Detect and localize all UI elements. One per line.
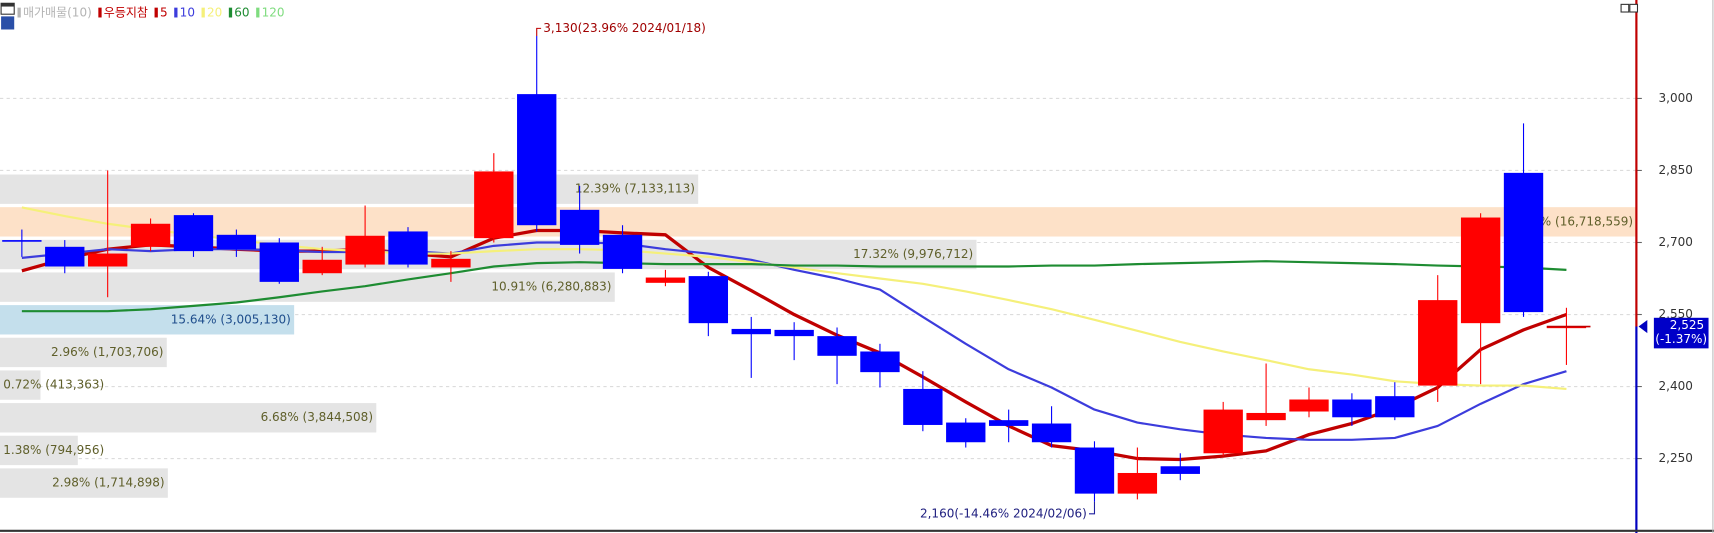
candle-body xyxy=(988,420,1029,426)
volume-profile-bar xyxy=(0,403,377,433)
volume-profile-bar xyxy=(0,337,167,368)
volume-profile-label: 2.98% (1,714,898) xyxy=(52,476,164,490)
candle-body xyxy=(1503,172,1544,313)
legend-swatch xyxy=(154,7,158,18)
candle-body xyxy=(130,223,171,247)
volume-profile-label: 2.96% (1,703,706) xyxy=(51,345,163,359)
volume-profile-bar xyxy=(0,207,1637,237)
candle-body xyxy=(1375,396,1415,418)
candle-body xyxy=(388,231,428,265)
settings-icon xyxy=(1,16,15,30)
candle-body xyxy=(302,259,342,274)
y-tick-label: 2,250 xyxy=(1659,451,1693,465)
candle-body xyxy=(860,351,900,373)
candle-body xyxy=(817,336,857,356)
candle-body xyxy=(1117,472,1158,494)
menu-icon-bar xyxy=(1,3,15,7)
candle-body xyxy=(1418,300,1458,386)
candle-body xyxy=(1332,399,1372,418)
legend-swatch xyxy=(201,7,205,18)
candle-body xyxy=(559,209,600,245)
legend-swatch xyxy=(98,7,102,18)
legend-label: 10 xyxy=(180,6,195,20)
window-icon-1 xyxy=(1620,3,1630,13)
volume-profile-bar xyxy=(0,370,41,400)
candle-body xyxy=(602,234,643,269)
candle-body xyxy=(774,329,814,337)
candle-body xyxy=(731,328,771,335)
candle-body xyxy=(259,242,299,282)
legend-label: 5 xyxy=(160,6,168,20)
y-tick-label: 2,400 xyxy=(1659,379,1693,393)
annotation-arrow xyxy=(1089,501,1096,515)
annotation-arrow xyxy=(536,27,542,37)
current-price-marker xyxy=(1638,319,1648,334)
volume-profile-label: 15.64% (3,005,130) xyxy=(171,312,291,326)
current-price-label: 2,525 xyxy=(1670,318,1704,332)
candle-body xyxy=(517,94,557,226)
moving-average-line xyxy=(21,260,1567,313)
y-tick-label: 2,850 xyxy=(1659,163,1693,177)
volume-profile-label: 10.91% (6,280,883) xyxy=(491,280,611,294)
candle-body xyxy=(474,171,514,239)
candle-body xyxy=(1246,412,1286,421)
volume-profile-label: 6.68% (3,844,508) xyxy=(261,410,373,424)
volume-profile-label: 1.38% (794,956) xyxy=(3,443,104,457)
legend-label: 60 xyxy=(234,6,249,20)
candle-body xyxy=(946,422,986,443)
candle-body xyxy=(688,276,729,324)
legend-label: 우등지참 xyxy=(104,6,148,20)
volume-profile-bar xyxy=(0,174,699,204)
candle-body xyxy=(2,240,42,242)
legend-label: 매가매물(10) xyxy=(23,6,92,20)
candle-body xyxy=(173,215,214,252)
volume-profile-bar xyxy=(0,272,615,302)
candle-body xyxy=(903,388,943,425)
candle-body xyxy=(1031,423,1072,443)
y-axis-area xyxy=(1636,0,1714,533)
current-price-box xyxy=(1653,317,1709,349)
legend-label: 120 xyxy=(262,6,285,20)
volume-profile-label: 0.72% (413,363) xyxy=(3,378,104,392)
legend-swatch xyxy=(174,7,178,18)
candle-body xyxy=(1203,409,1243,454)
candle-body xyxy=(216,234,257,250)
y-tick-label: 3,000 xyxy=(1659,91,1693,105)
volume-profile-bar xyxy=(0,468,168,498)
y-tick-label: 2,550 xyxy=(1659,307,1693,321)
annotation-label: 3,130(23.96% 2024/01/18) xyxy=(543,21,706,35)
candle-body xyxy=(645,277,686,283)
legend-swatch xyxy=(256,7,260,18)
volume-profile-label: 17.32% (9,976,712) xyxy=(853,247,973,261)
current-price-change: (-1.37%) xyxy=(1655,332,1707,346)
window-icon-2 xyxy=(1629,3,1639,13)
legend-swatch xyxy=(17,7,21,18)
candle-body xyxy=(1160,466,1200,474)
candle-body xyxy=(1074,447,1115,494)
volume-profile-bar xyxy=(0,435,78,466)
candle-body xyxy=(87,253,128,267)
legend-swatch xyxy=(228,7,233,18)
candle-body xyxy=(431,258,471,268)
candle-body xyxy=(345,235,385,265)
candle-body xyxy=(1289,399,1329,412)
annotation-label: 2,160(-14.46% 2024/02/06) xyxy=(920,506,1087,520)
candle-body xyxy=(45,246,85,267)
legend-label: 20 xyxy=(207,6,222,20)
volume-profile-label: 12.39% (7,133,113) xyxy=(575,182,695,196)
candle-body xyxy=(1460,217,1501,324)
y-tick-label: 2,700 xyxy=(1659,235,1693,249)
